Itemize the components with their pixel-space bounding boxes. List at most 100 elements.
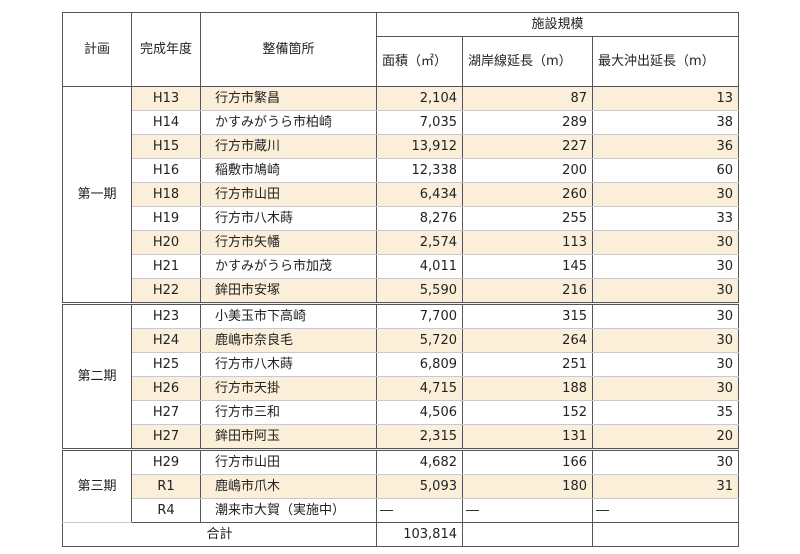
shoreline-value: 87 [462,86,593,111]
shoreline-value: 251 [462,352,593,377]
offshore-value: 20 [592,424,739,450]
shoreline-value: 216 [462,278,593,304]
completion-year: H15 [131,134,201,159]
offshore-value: 13 [592,86,739,111]
shoreline-value: 200 [462,158,593,183]
offshore-value: 31 [592,474,739,499]
area-value: 2,574 [376,230,463,255]
location-name: 鹿嶋市奈良毛 [200,328,377,353]
facility-table: 計画 完成年度 整備箇所 施設規模 面積（㎡） 湖岸線延長（m） 最大沖出延長（… [62,12,739,547]
table-row: R4 潮来市大賀（実施中） ― ― ― [63,498,739,523]
table-row: H27 行方市三和 4,506 152 35 [63,400,739,425]
area-value: 13,912 [376,134,463,159]
period-label: 第三期 [62,448,132,523]
header-shoreline: 湖岸線延長（m） [462,36,593,87]
location-name: 行方市八木蒔 [200,352,377,377]
location-name: 鹿嶋市爪木 [200,474,377,499]
area-value: 8,276 [376,206,463,231]
table-row: H24 鹿嶋市奈良毛 5,720 264 30 [63,328,739,353]
shoreline-value: 145 [462,254,593,279]
table-row: H21 かすみがうら市加茂 4,011 145 30 [63,254,739,279]
total-row: 合計 103,814 [62,522,739,547]
area-value: 5,720 [376,328,463,353]
completion-year: H18 [131,182,201,207]
location-name: かすみがうら市柏崎 [200,110,377,135]
shoreline-value: 188 [462,376,593,401]
shoreline-value: 131 [462,424,593,450]
location-name: 行方市山田 [200,448,377,475]
table-row: H15 行方市蔵川 13,912 227 36 [63,134,739,159]
shoreline-value: 113 [462,230,593,255]
completion-year: H23 [131,302,201,329]
period-label: 第二期 [62,302,132,450]
table-row: H14 かすみがうら市柏崎 7,035 289 38 [63,110,739,135]
completion-year: H22 [131,278,201,304]
location-name: 行方市矢幡 [200,230,377,255]
offshore-value: 30 [592,182,739,207]
shoreline-value: 264 [462,328,593,353]
shoreline-value: 315 [462,302,593,329]
completion-year: H14 [131,110,201,135]
header-location: 整備箇所 [200,12,377,87]
table-row: 第三期 H29 行方市山田 4,682 166 30 [62,448,739,523]
shoreline-value: 289 [462,110,593,135]
table-row: 第二期 H23 小美玉市下高崎 7,700 315 30 [62,302,739,450]
shoreline-value: 260 [462,182,593,207]
table-row: H19 行方市八木蒔 8,276 255 33 [63,206,739,231]
header-year: 完成年度 [131,12,201,87]
offshore-value: 30 [592,254,739,279]
table-row: H26 行方市天掛 4,715 188 30 [63,376,739,401]
offshore-value: 30 [592,352,739,377]
location-name: 行方市天掛 [200,376,377,401]
offshore-value: 30 [592,448,739,475]
location-name: 鉾田市安塚 [200,278,377,304]
total-shoreline-empty [462,522,593,547]
total-area: 103,814 [376,522,463,547]
completion-year: H19 [131,206,201,231]
area-value: 5,093 [376,474,463,499]
area-value: 7,035 [376,110,463,135]
table-row: H18 行方市山田 6,434 260 30 [63,182,739,207]
completion-year: R4 [131,498,201,523]
shoreline-value: ― [462,498,593,523]
completion-year: H27 [131,424,201,450]
offshore-value: 30 [592,328,739,353]
offshore-value: 33 [592,206,739,231]
area-value: 5,590 [376,278,463,304]
location-name: 小美玉市下高崎 [200,302,377,329]
location-name: 潮来市大賀（実施中） [200,498,377,523]
completion-year: H29 [131,448,201,475]
location-name: 行方市繁昌 [200,86,377,111]
area-value: 4,506 [376,400,463,425]
area-value: 2,104 [376,86,463,111]
shoreline-value: 180 [462,474,593,499]
shoreline-value: 166 [462,448,593,475]
offshore-value: 30 [592,376,739,401]
area-value: 4,715 [376,376,463,401]
table-row: H27 鉾田市阿玉 2,315 131 20 [63,424,739,450]
table-row: H20 行方市矢幡 2,574 113 30 [63,230,739,255]
location-name: 行方市山田 [200,182,377,207]
location-name: かすみがうら市加茂 [200,254,377,279]
location-name: 鉾田市阿玉 [200,424,377,450]
completion-year: H16 [131,158,201,183]
completion-year: H13 [131,86,201,111]
offshore-value: 30 [592,278,739,304]
location-name: 行方市八木蒔 [200,206,377,231]
table-row: 第一期 H13 行方市繁昌 2,104 87 13 [62,86,739,304]
offshore-value: 30 [592,230,739,255]
area-value: 6,434 [376,182,463,207]
table-row: H22 鉾田市安塚 5,590 216 30 [63,278,739,304]
offshore-value: ― [592,498,739,523]
area-value: 2,315 [376,424,463,450]
area-value: 6,809 [376,352,463,377]
area-value: 7,700 [376,302,463,329]
offshore-value: 38 [592,110,739,135]
location-name: 行方市三和 [200,400,377,425]
table-row: H25 行方市八木蒔 6,809 251 30 [63,352,739,377]
header-scale-group: 施設規模 [376,12,739,37]
table-row: R1 鹿嶋市爪木 5,093 180 31 [63,474,739,499]
area-value: 12,338 [376,158,463,183]
header-area: 面積（㎡） [376,36,463,87]
offshore-value: 60 [592,158,739,183]
